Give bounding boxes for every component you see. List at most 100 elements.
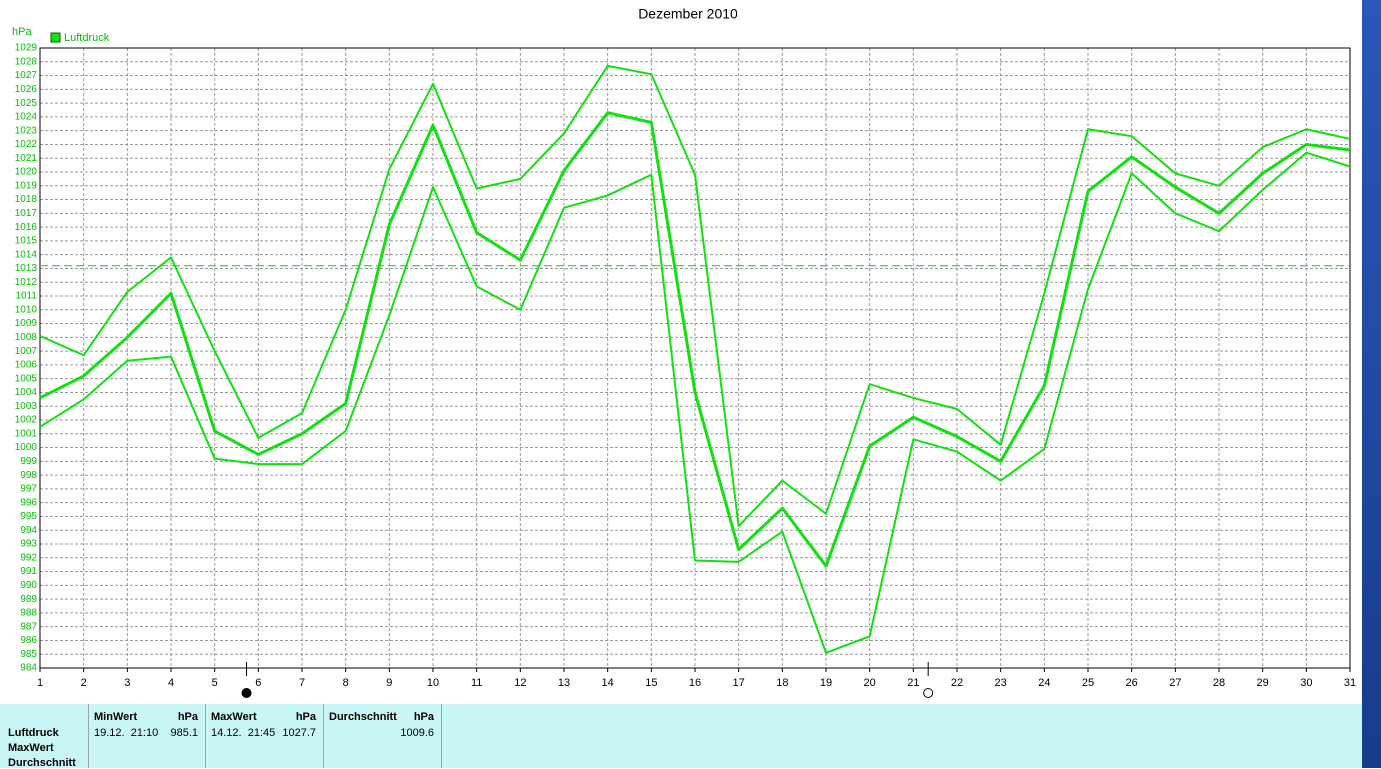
x-tick-label: 16 <box>689 677 701 689</box>
x-tick-label: 22 <box>951 677 963 689</box>
x-tick-label: 23 <box>995 677 1007 689</box>
y-tick-label: 1000 <box>15 442 38 453</box>
column-separator <box>323 704 324 768</box>
y-tick-label: 992 <box>20 552 37 563</box>
y-tick-label: 1012 <box>15 277 38 288</box>
y-tick-label: 1011 <box>15 291 37 302</box>
y-tick-label: 1018 <box>15 194 38 205</box>
row-label: MaxWert <box>8 742 54 754</box>
column-unit: hPa <box>177 711 198 723</box>
column-unit: hPa <box>295 711 316 723</box>
stats-panel: Luftdruck MaxWert Durchschnitt MinWert hPa 19… <box>0 704 1362 769</box>
y-tick-label: 997 <box>20 484 37 495</box>
x-tick-label: 15 <box>645 677 657 689</box>
y-tick-label: 986 <box>20 635 37 646</box>
y-tick-label: 1020 <box>15 167 38 178</box>
x-tick-label: 13 <box>558 677 570 689</box>
x-tick-label: 17 <box>733 677 745 689</box>
chart: Dezember 2010 hPa 9849859869879889899909… <box>12 6 1356 698</box>
x-tick-label: 25 <box>1082 677 1094 689</box>
column-separator <box>441 704 442 768</box>
x-tick-label: 30 <box>1300 677 1312 689</box>
y-tick-label: 994 <box>20 525 37 536</box>
x-tick-label: 5 <box>212 677 218 689</box>
x-tick-label: 8 <box>343 677 349 689</box>
y-tick-label: 1003 <box>15 401 38 412</box>
x-tick-label: 19 <box>820 677 832 689</box>
y-tick-label: 1008 <box>15 332 38 343</box>
y-tick-label: 1007 <box>15 346 38 357</box>
y-tick-label: 1024 <box>15 112 38 123</box>
x-tick-label: 20 <box>864 677 876 689</box>
time-value: 19.12. 21:10 <box>94 727 159 739</box>
y-tick-label: 984 <box>20 663 37 674</box>
x-tick-label: 7 <box>299 677 305 689</box>
y-tick-label: 1006 <box>15 360 38 371</box>
y-tick-label: 1009 <box>15 318 38 329</box>
x-tick-label: 14 <box>602 677 614 689</box>
plot-border <box>39 47 1351 669</box>
legend-swatch <box>50 32 61 43</box>
x-tick-label: 26 <box>1126 677 1138 689</box>
y-tick-label: 1001 <box>15 428 38 439</box>
y-tick-label: 1017 <box>15 208 38 219</box>
y-tick-label: 1015 <box>15 236 38 247</box>
y-tick-label: 987 <box>20 621 37 632</box>
x-tick-label: 2 <box>81 677 87 689</box>
y-tick-label: 1021 <box>15 153 38 164</box>
y-tick-label: 1019 <box>15 180 38 191</box>
x-tick-label: 21 <box>907 677 919 689</box>
x-tick-label: 9 <box>386 677 392 689</box>
y-tick-label: 1022 <box>15 139 38 150</box>
y-tick-label: 1027 <box>15 70 38 81</box>
y-tick-label: 1029 <box>15 43 38 54</box>
data-line <box>39 64 1351 528</box>
x-tick-label: 6 <box>255 677 261 689</box>
desktop-edge <box>1362 0 1381 768</box>
stat-value: 1027.7 <box>282 727 316 739</box>
column-header: MaxWert <box>211 711 257 723</box>
y-tick-label: 1010 <box>15 304 38 315</box>
y-tick-label: 998 <box>20 470 37 481</box>
y-tick-label: 1023 <box>15 125 38 136</box>
y-tick-label: 1016 <box>15 222 38 233</box>
y-tick-label: 1028 <box>15 56 38 67</box>
stat-value: 985.1 <box>170 727 198 739</box>
x-tick-label: 11 <box>471 677 482 689</box>
y-tick-label: 985 <box>20 649 37 660</box>
x-tick-label: 1 <box>37 677 43 689</box>
column-unit: hPa <box>413 711 434 723</box>
moon-marker <box>241 688 252 698</box>
x-tick-label: 24 <box>1038 677 1050 689</box>
data-line <box>39 151 1351 654</box>
x-tick-label: 12 <box>514 677 526 689</box>
y-tick-label: 1002 <box>15 415 38 426</box>
y-tick-label: 1013 <box>15 263 38 274</box>
time-value: 14.12. 21:45 <box>211 727 276 739</box>
x-tick-label: 29 <box>1257 677 1269 689</box>
column-header: MinWert <box>94 711 138 723</box>
x-tick-label: 10 <box>427 677 439 689</box>
y-tick-label: 988 <box>20 608 37 619</box>
y-tick-label: 1004 <box>15 387 38 398</box>
y-tick-label: 999 <box>20 456 37 467</box>
x-tick-label: 18 <box>776 677 788 689</box>
y-tick-label: 993 <box>20 539 37 550</box>
y-tick-label: 990 <box>20 580 37 591</box>
y-tick-label: 1025 <box>15 98 38 109</box>
row-label: Luftdruck <box>8 727 59 739</box>
x-tick-label: 27 <box>1169 677 1181 689</box>
column-separator <box>205 704 206 768</box>
moon-marker <box>923 688 934 698</box>
y-tick-label: 1026 <box>15 84 38 95</box>
x-tick-label: 28 <box>1213 677 1225 689</box>
y-tick-label: 995 <box>20 511 37 522</box>
x-tick-label: 4 <box>168 677 174 689</box>
x-tick-label: 3 <box>124 677 130 689</box>
stat-value: 1009.6 <box>400 727 434 739</box>
column-header: Durchschnitt <box>329 711 397 723</box>
y-axis-label: hPa <box>12 26 32 38</box>
y-tick-label: 991 <box>20 566 37 577</box>
row-label: Durchschnitt <box>8 757 76 769</box>
